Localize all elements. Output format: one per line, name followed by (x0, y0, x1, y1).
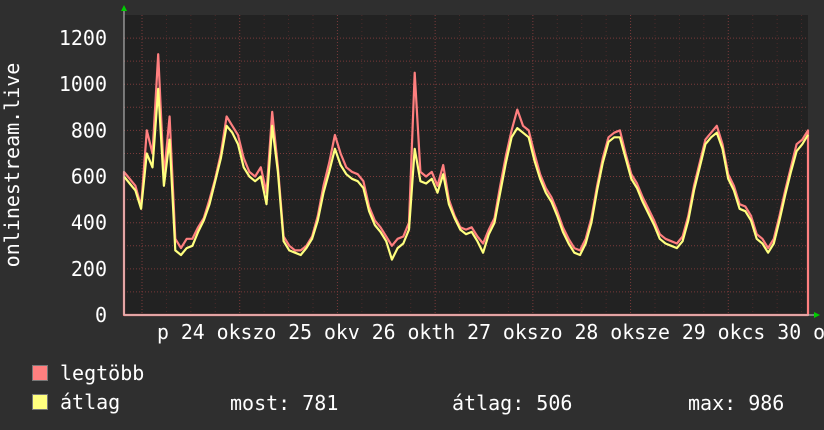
axes (121, 5, 820, 318)
series-line-max (122, 53, 810, 317)
y-tick-label: 600 (71, 165, 107, 189)
series-layer (122, 53, 810, 317)
legend-item-avg: átlag (32, 390, 121, 414)
y-tick-label: 200 (71, 257, 107, 281)
y-tick-label: 800 (71, 118, 107, 142)
y-tick-label: 0 (95, 303, 107, 327)
legend-label-max: legtöbb (60, 361, 145, 385)
stat-current: most: 781 (230, 391, 339, 415)
series-line-avg (123, 87, 809, 261)
y-tick-label: 1200 (59, 26, 107, 50)
legend-swatch-avg (32, 394, 48, 410)
y-axis-arrow (121, 5, 127, 11)
grid (124, 15, 808, 315)
y-tick-labels: 0 200 400 600 800 1000 1200 (59, 26, 107, 327)
y-axis-label: onlinestream.live (0, 63, 24, 268)
stat-average: átlag: 506 (452, 391, 573, 415)
legend-swatch-max (32, 365, 48, 381)
stat-maximum: max: 986 (688, 391, 785, 415)
y-tick-label: 400 (71, 211, 107, 235)
x-axis-arrow (814, 312, 820, 318)
legend-label-avg: átlag (60, 390, 121, 414)
legend-item-max: legtöbb (32, 361, 145, 385)
x-tick-labels: p 24 okszo 25 okv 26 okth 27 okszo 28 ok… (157, 320, 824, 344)
plot-background (124, 15, 808, 315)
y-tick-label: 1000 (59, 72, 107, 96)
